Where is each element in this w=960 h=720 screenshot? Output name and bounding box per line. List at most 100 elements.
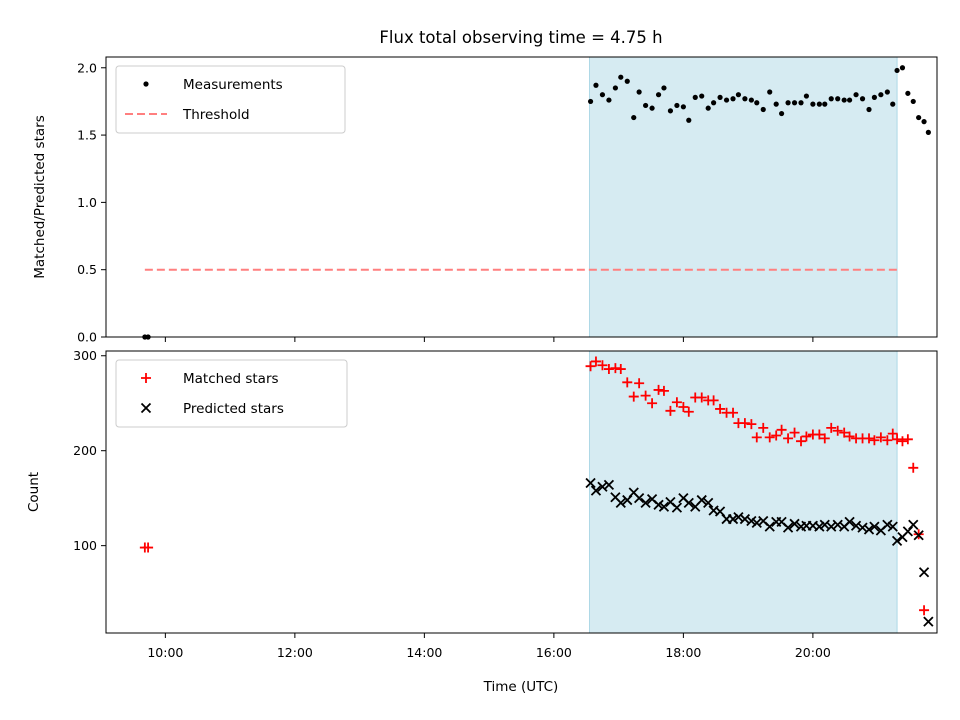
matched-star-point: [728, 407, 739, 418]
y-tick-label: 0.0: [77, 330, 97, 345]
matched-star-point: [708, 395, 719, 406]
predicted-star-point: [857, 522, 868, 533]
predicted-star-point: [782, 522, 794, 533]
predicted-star-point: [696, 494, 707, 506]
matched-star-point: [869, 435, 880, 446]
matched-star-point: [615, 364, 626, 375]
matched-star-point: [678, 402, 689, 413]
measurement-point: [878, 92, 884, 98]
predicted-star-point: [764, 521, 775, 532]
matched-star-point: [647, 398, 658, 409]
y-tick-label: 0.5: [77, 262, 97, 277]
matched-star-point: [919, 605, 930, 616]
predicted-star-point: [819, 519, 830, 530]
matched-star-point: [597, 360, 608, 371]
measurement-point: [661, 85, 667, 91]
matched-star-point: [814, 429, 825, 440]
measurement-point: [884, 89, 890, 95]
matched-star-point: [771, 430, 782, 441]
chart-title: Flux total observing time = 4.75 h: [379, 28, 662, 47]
predicted-star-point: [739, 513, 751, 525]
measurement-point: [816, 101, 822, 107]
predicted-star-point: [850, 520, 862, 531]
legend-label: Predicted stars: [183, 401, 284, 417]
matched-star-point: [739, 418, 750, 429]
measurement-point: [899, 65, 906, 71]
predicted-star-point: [633, 493, 645, 504]
predicted-star-point: [658, 501, 670, 512]
measurement-point: [828, 96, 834, 102]
matched-star-point: [746, 419, 757, 430]
matched-star-point: [628, 391, 639, 402]
measurement-point: [618, 74, 624, 80]
predicted-star-point: [863, 524, 875, 535]
matched-star-point: [897, 436, 908, 447]
measurement-point: [593, 82, 599, 88]
matched-star-point: [826, 422, 837, 433]
matched-star-point: [585, 361, 596, 372]
measurement-point: [767, 89, 773, 95]
measurement-point: [910, 98, 916, 105]
measurement-point: [699, 93, 705, 99]
legend-measurement-swatch: [143, 81, 149, 87]
y-tick-label: 1.5: [77, 128, 97, 143]
matched-star-point: [610, 363, 621, 374]
predicted-star-point: [923, 616, 934, 627]
x-tick-label: 18:00: [665, 645, 701, 660]
measurement-point: [810, 101, 816, 107]
matched-star-point: [764, 432, 775, 443]
predicted-star-point: [913, 530, 924, 541]
predicted-star-point: [832, 519, 843, 530]
measurement-point: [921, 119, 927, 125]
matched-star-point: [819, 433, 830, 444]
predicted-star-point: [615, 497, 626, 509]
x-tick-label: 20:00: [795, 645, 831, 660]
measurement-point: [631, 114, 637, 121]
measurement-point: [859, 96, 866, 102]
matched-star-point: [801, 431, 812, 442]
matched-star-point: [603, 364, 614, 375]
matched-star-point: [875, 432, 886, 443]
predicted-star-point: [585, 477, 596, 489]
measurement-point: [748, 97, 754, 103]
measurement-point: [717, 94, 723, 100]
measurement-point: [692, 94, 698, 100]
x-axis-label: Time (UTC): [483, 679, 559, 695]
matched-star-point: [839, 427, 850, 438]
measurement-point: [760, 106, 766, 113]
matched-star-point: [143, 542, 154, 553]
predicted-star-point: [789, 518, 800, 529]
matched-star-point: [864, 433, 875, 444]
measurement-point: [730, 96, 736, 102]
matched-star-point: [892, 434, 903, 445]
measurement-point: [655, 92, 662, 98]
measurement-point: [846, 97, 853, 103]
measurement-point: [866, 106, 872, 113]
x-tick-label: 10:00: [147, 645, 183, 660]
predicted-star-point: [908, 519, 919, 530]
matched-star-point: [908, 462, 919, 473]
matched-star-point: [887, 428, 898, 439]
legend-label: Matched stars: [183, 371, 279, 387]
matched-star-point: [832, 425, 843, 436]
predicted-star-point: [727, 513, 739, 525]
predicted-star-point: [751, 517, 762, 528]
measurement-point: [587, 98, 594, 105]
y-tick-label: 1.0: [77, 195, 97, 210]
predicted-star-point: [653, 499, 664, 510]
matched-star-point: [653, 384, 664, 395]
predicted-star-point: [844, 516, 855, 528]
matched-star-point: [634, 378, 645, 389]
x-tick-label: 14:00: [406, 645, 442, 660]
predicted-star-point: [869, 521, 880, 532]
measurement-point: [841, 97, 847, 103]
measurement-point: [853, 92, 859, 98]
measurement-point: [803, 93, 810, 99]
legend-box: [115, 65, 346, 134]
x-tick-label: 12:00: [277, 645, 313, 660]
matched-star-point: [683, 406, 694, 417]
y-axis-label: Matched/Predicted stars: [32, 115, 48, 278]
predicted-star-point: [826, 521, 837, 532]
predicted-star-point: [590, 485, 602, 496]
measurement-point: [599, 92, 606, 98]
